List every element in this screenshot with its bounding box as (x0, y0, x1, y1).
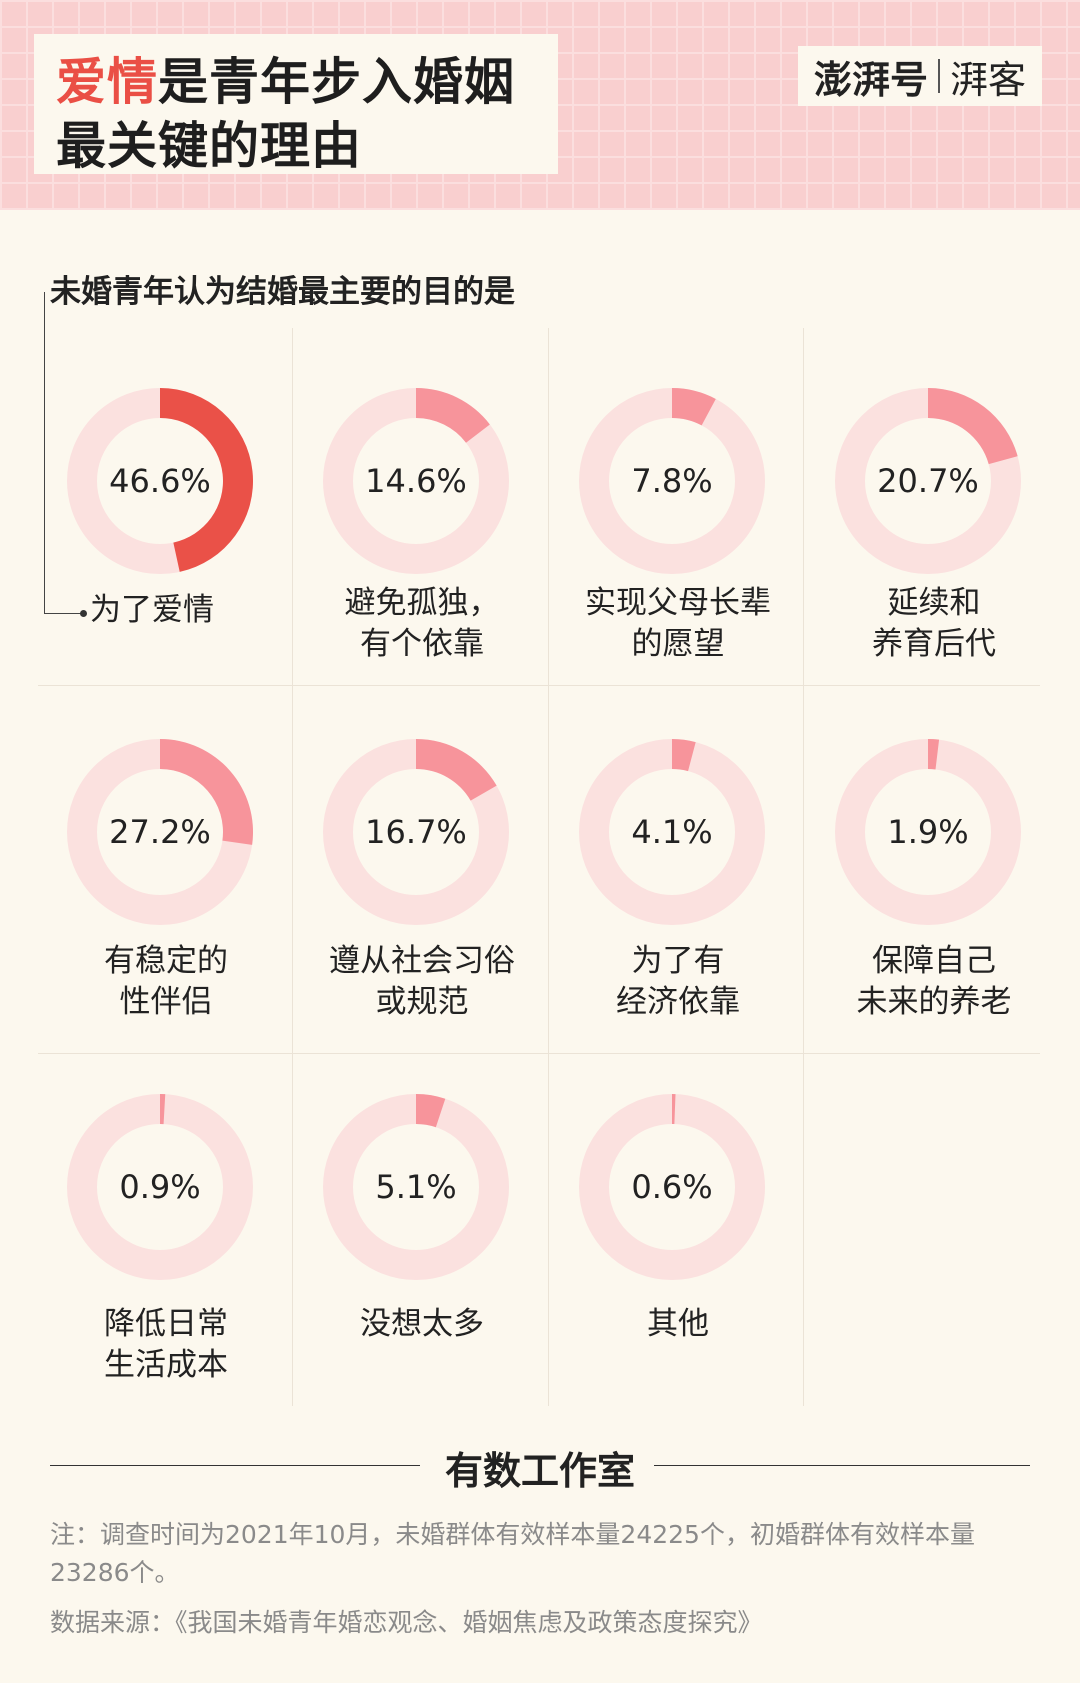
footnote: 注：调查时间为2021年10月，未婚群体有效样本量24225个，初婚群体有效样本… (50, 1520, 975, 1587)
donut-segment (672, 739, 696, 772)
donut-segment (416, 739, 497, 801)
footer-rule-left (50, 1465, 420, 1466)
category-label: 保障自己 未来的养老 (806, 941, 1062, 1023)
grid-divider-vertical (803, 328, 804, 1406)
donut-svg (323, 1094, 509, 1280)
donut-chart (579, 739, 765, 925)
category-label-line: 有个依靠 (360, 626, 484, 662)
donut-svg (67, 1094, 253, 1280)
category-label-line: 经济依靠 (616, 984, 740, 1020)
category-label: 避免孤独， 有个依靠 (294, 583, 550, 665)
donut-chart (323, 739, 509, 925)
category-label-line: 遵从社会习俗 (329, 943, 515, 979)
donut-svg (67, 739, 253, 925)
donut-segment (928, 388, 1018, 465)
donut-segment (160, 388, 253, 572)
grid-divider-horizontal (38, 1053, 1040, 1054)
donut-svg (579, 388, 765, 574)
category-label: 降低日常 生活成本 (38, 1304, 294, 1386)
category-label-line: 性伴侣 (119, 984, 213, 1020)
donut-svg (579, 1094, 765, 1280)
donut-segment (160, 739, 253, 845)
category-label: 实现父母长辈 的愿望 (550, 583, 806, 665)
page-title: 爱情是青年步入婚姻 (56, 42, 515, 114)
brand-separator (938, 59, 940, 93)
data-label: 1.9% (887, 813, 969, 851)
pointer-line-horizontal (44, 613, 84, 614)
category-label-line: 养育后代 (872, 626, 996, 662)
category-label-line: 生活成本 (104, 1347, 228, 1383)
data-label: 0.6% (631, 1168, 713, 1206)
donut-svg (579, 739, 765, 925)
title-box: 爱情是青年步入婚姻 最关键的理由 (34, 34, 558, 175)
donut-chart (579, 388, 765, 574)
donut-svg (323, 388, 509, 574)
category-label: 为了爱情 (90, 592, 214, 628)
chart-title: 未婚青年认为结婚最主要的目的是 (50, 274, 515, 310)
studio-name: 有数工作室 (444, 1448, 635, 1493)
grid-divider-vertical (548, 328, 549, 1406)
category-label-line: 实现父母长辈 (585, 585, 771, 621)
data-label: 14.6% (365, 462, 467, 500)
data-label: 4.1% (631, 813, 713, 851)
category-label-line: 为了有 (631, 943, 725, 979)
category-label-line: 未来的养老 (856, 984, 1012, 1020)
data-source: 数据来源：《我国未婚青年婚恋观念、婚姻焦虑及政策态度探究》 (50, 1608, 763, 1637)
data-label: 20.7% (877, 462, 979, 500)
donut-chart (579, 1094, 765, 1280)
page-title-line2: 最关键的理由 (56, 117, 362, 175)
data-label: 7.8% (631, 462, 713, 500)
brand-logo: 澎湃号 湃客 (798, 46, 1042, 106)
data-label: 0.9% (119, 1168, 201, 1206)
donut-segment (416, 388, 490, 443)
footer-rule-right (654, 1465, 1030, 1466)
donut-segment (416, 1094, 446, 1128)
category-label: 遵从社会习俗 或规范 (294, 941, 550, 1023)
pointer-line (44, 292, 45, 614)
donut-chart (323, 388, 509, 574)
category-label: 为了有 经济依靠 (550, 941, 806, 1023)
donut-segment (672, 1094, 676, 1125)
donut-chart (835, 739, 1021, 925)
category-label: 延续和 养育后代 (806, 583, 1062, 665)
donut-svg (323, 739, 509, 925)
donut-chart (67, 739, 253, 925)
category-label-line: 保障自己 (872, 943, 996, 979)
brand-channel: 湃客 (950, 57, 1027, 102)
data-label: 5.1% (375, 1168, 457, 1206)
category-label-line: 的愿望 (631, 626, 725, 662)
donut-segment (928, 739, 940, 770)
data-label: 16.7% (365, 813, 467, 851)
donut-segment (160, 1094, 166, 1125)
title-rest: 是青年步入婚姻 (158, 53, 515, 111)
category-label: 没想太多 (360, 1306, 484, 1342)
header-banner: 爱情是青年步入婚姻 最关键的理由 澎湃号 湃客 (0, 0, 1080, 210)
donut-chart (835, 388, 1021, 574)
grid-divider-horizontal (38, 685, 1040, 686)
category-label-line: 避免孤独， (344, 585, 500, 621)
donut-chart (67, 388, 253, 574)
pointer-dot (80, 610, 87, 617)
brand-name: 澎湃号 (813, 56, 928, 102)
donut-svg (835, 388, 1021, 574)
donut-svg (67, 388, 253, 574)
data-label: 46.6% (109, 462, 211, 500)
category-label-line: 降低日常 (104, 1306, 228, 1342)
title-accent: 爱情 (56, 53, 158, 111)
category-label-line: 延续和 (887, 585, 981, 621)
donut-svg (835, 739, 1021, 925)
category-label-line: 或规范 (375, 984, 469, 1020)
data-label: 27.2% (109, 813, 211, 851)
category-label: 其他 (647, 1306, 709, 1342)
donut-segment (672, 388, 716, 426)
grid-divider-vertical (292, 328, 293, 1406)
donut-chart (67, 1094, 253, 1280)
donut-chart (323, 1094, 509, 1280)
category-label: 有稳定的 性伴侣 (38, 941, 294, 1023)
category-label-line: 有稳定的 (104, 943, 228, 979)
